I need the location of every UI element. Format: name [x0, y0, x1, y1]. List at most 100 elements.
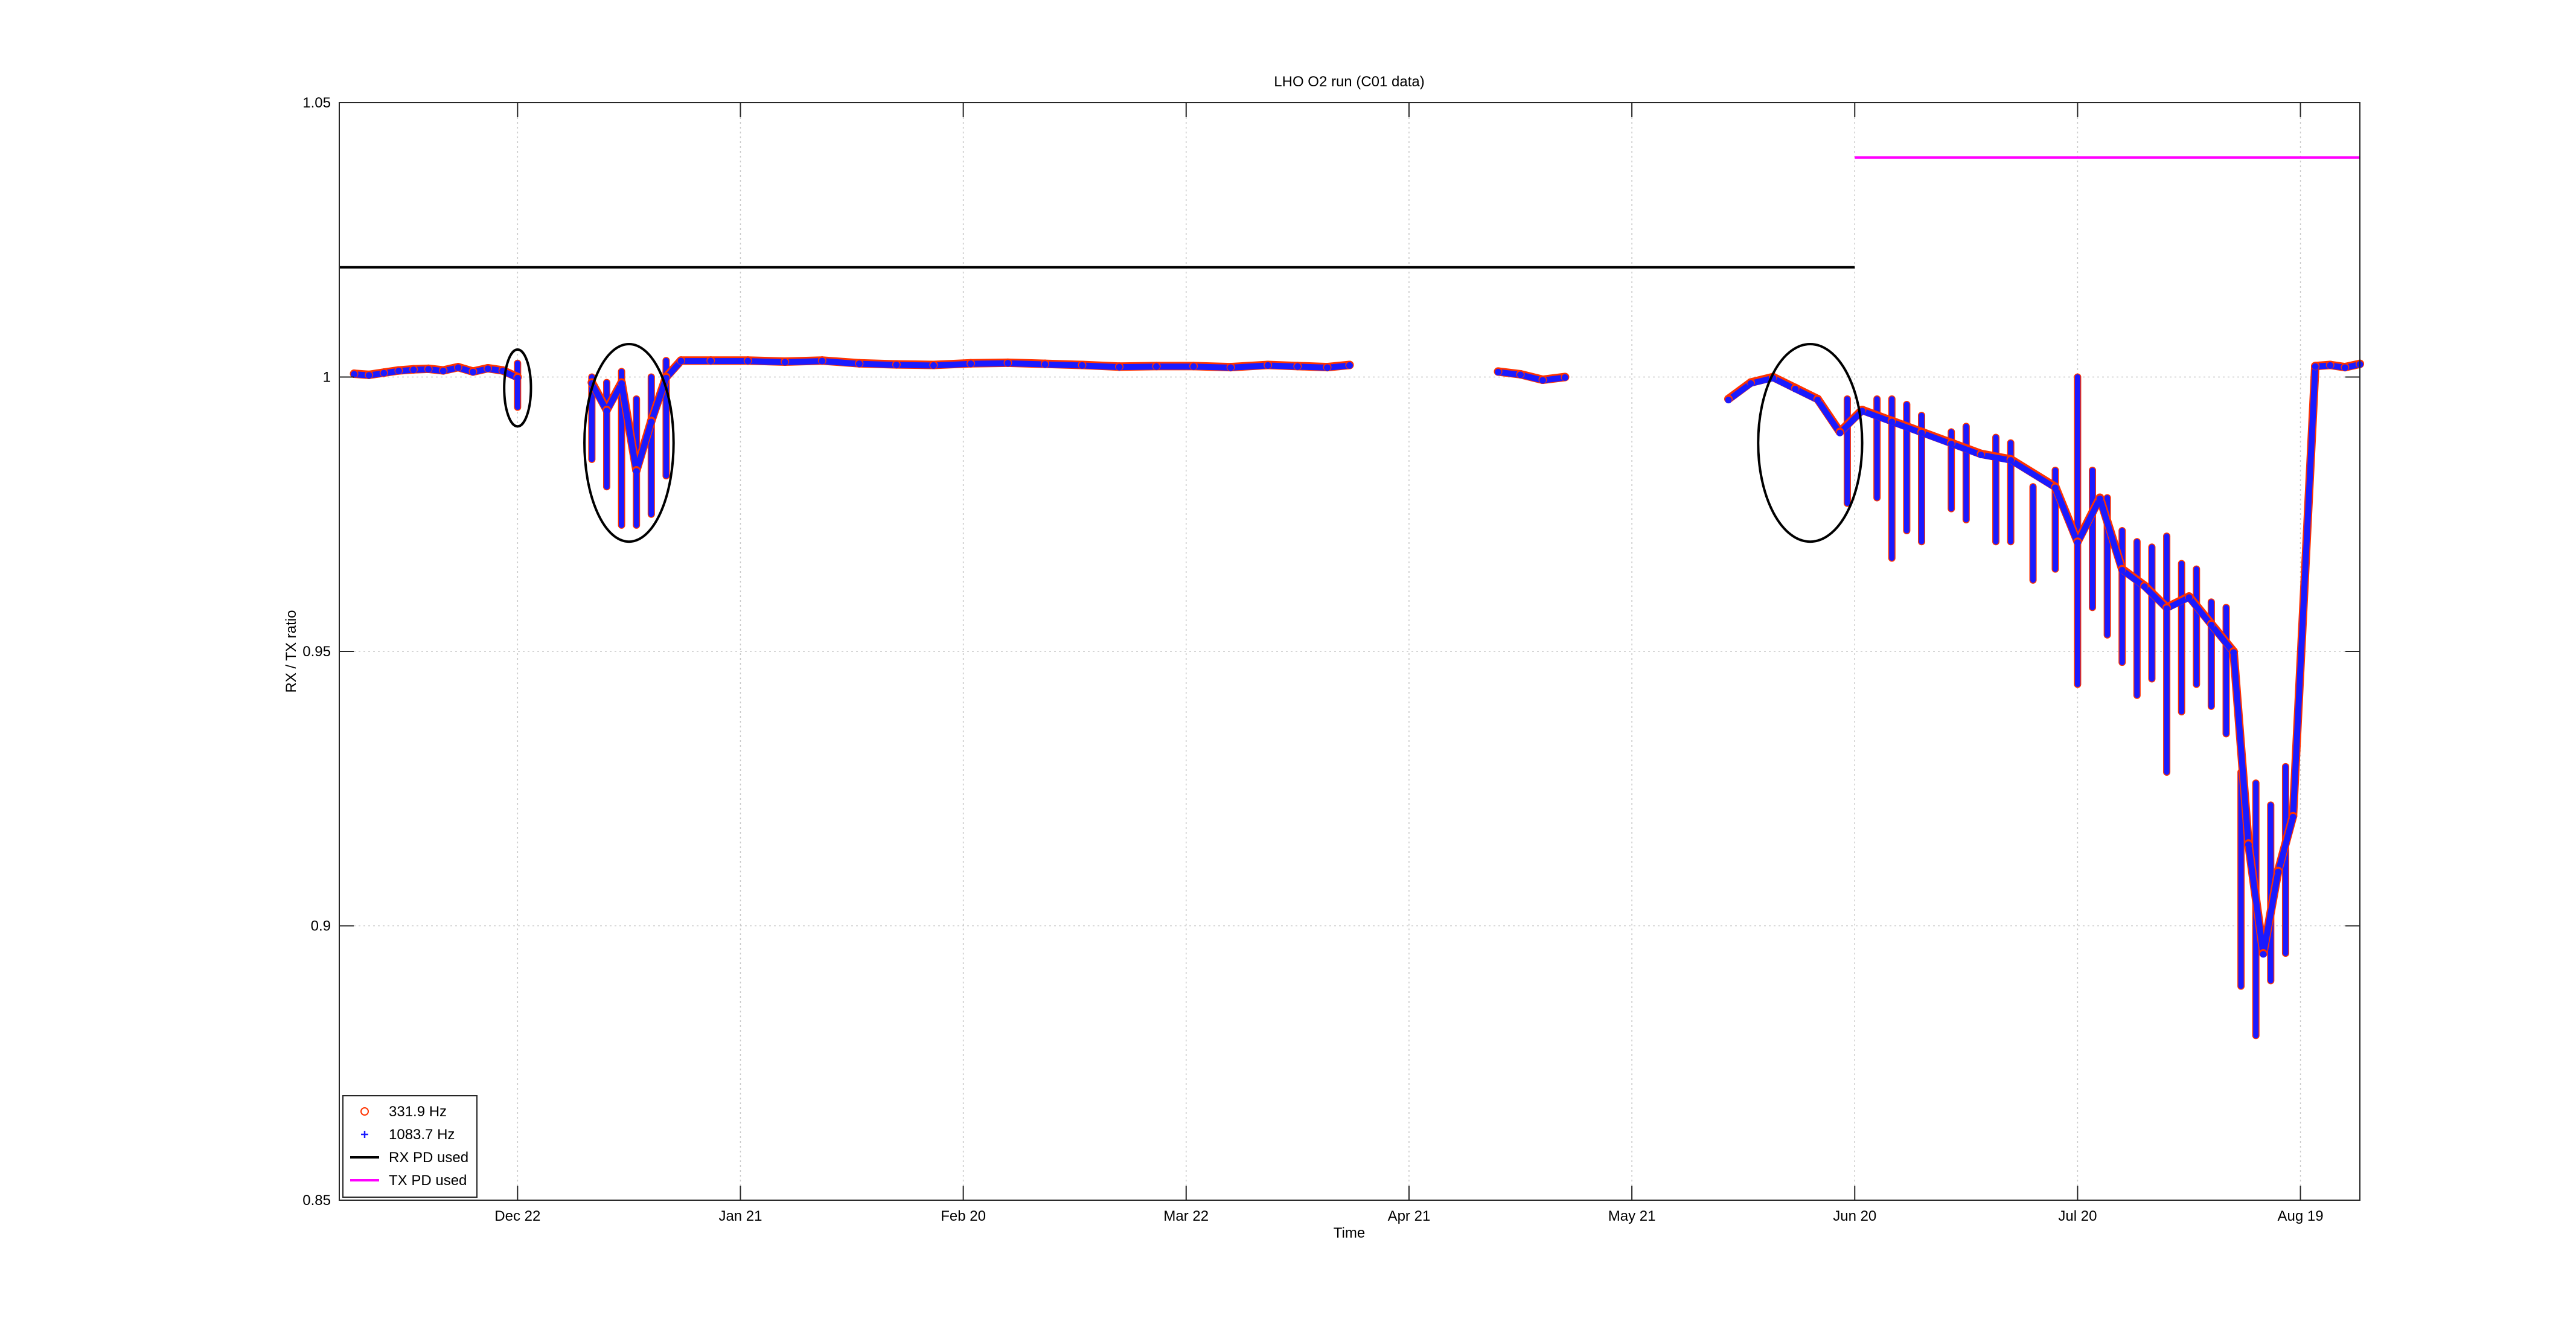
point-1083-hz — [2051, 484, 2059, 491]
trace-1083-hz — [633, 419, 654, 475]
point-1083-hz — [1814, 397, 1821, 404]
trace-1083-hz — [1948, 441, 1984, 458]
point-1083-hz — [1079, 362, 1086, 369]
point-1083-hz — [1792, 385, 1799, 392]
point-1083-hz — [633, 468, 640, 475]
trace-1083-hz — [1859, 408, 1895, 426]
point-1083-hz — [514, 374, 521, 382]
point-1083-hz — [1041, 361, 1049, 368]
trace-1083-hz — [1005, 360, 1048, 368]
trace-1083-hz — [2208, 622, 2237, 656]
annotation-ellipse — [1757, 342, 1864, 543]
trace-1083-hz — [2097, 496, 2126, 574]
point-1083-hz — [1004, 360, 1011, 367]
trace-1083-hz — [893, 362, 937, 369]
x-tick-label: May 21 — [1608, 1208, 1656, 1224]
point-1083-hz — [2312, 363, 2319, 370]
trace-1083-hz — [1227, 362, 1271, 371]
trace-1083-hz — [967, 360, 1011, 367]
data-layer — [350, 356, 2364, 1040]
point-1083-hz — [1517, 371, 1524, 379]
point-1083-hz — [1948, 440, 1955, 447]
point-1083-hz — [2327, 362, 2334, 369]
legend-label: RX PD used — [389, 1149, 468, 1166]
point-1083-hz — [819, 357, 826, 365]
x-tick-label: Apr 21 — [1388, 1208, 1431, 1224]
point-1083-hz — [439, 368, 447, 375]
point-1083-hz — [2245, 841, 2252, 848]
x-tick-label: Dec 22 — [494, 1208, 540, 1224]
point-1083-hz — [484, 365, 491, 372]
point-1083-hz — [2118, 566, 2126, 574]
x-axis-label: Time — [1334, 1225, 1365, 1241]
trace-1083-hz — [589, 380, 610, 414]
point-1083-hz — [469, 368, 476, 376]
legend-label: 1083.7 Hz — [389, 1127, 455, 1143]
point-1083-hz — [781, 359, 788, 366]
trace-1083-hz — [1918, 430, 1955, 447]
point-1083-hz — [677, 357, 685, 365]
trace-1083-hz — [618, 380, 640, 475]
point-1083-hz — [2141, 583, 2148, 590]
point-1083-hz — [1725, 397, 1732, 404]
point-1083-hz — [2163, 605, 2170, 612]
point-1083-hz — [1153, 363, 1160, 370]
point-1083-hz — [2096, 495, 2103, 502]
trace-1083-hz — [782, 358, 825, 365]
point-1083-hz — [1836, 429, 1844, 436]
x-tick-label: Jun 20 — [1833, 1208, 1876, 1224]
trace-1083-hz — [2245, 841, 2267, 957]
legend-marker-circle — [360, 1107, 369, 1116]
trace-1083-hz — [2185, 594, 2214, 628]
y-tick-label: 1.05 — [302, 95, 331, 111]
point-1083-hz — [855, 360, 863, 368]
point-1083-hz — [351, 371, 358, 378]
chart-title: LHO O2 run (C01 data) — [1274, 74, 1424, 90]
axis-ticks: Dec 22 Jan 21 Feb 20 Mar 22 Apr 21 May 21 Jun … — [302, 95, 2360, 1224]
point-1083-hz — [2289, 814, 2296, 821]
point-1083-hz — [1116, 363, 1123, 371]
point-1083-hz — [2230, 649, 2237, 656]
point-1083-hz — [395, 368, 402, 375]
point-1083-hz — [603, 408, 610, 415]
legend: 331.9 Hz 1083.7 Hz RX PD used TX PD used — [342, 1095, 478, 1198]
trace-1083-hz — [603, 380, 625, 414]
point-1083-hz — [425, 366, 432, 373]
trace-1083-hz — [2260, 869, 2281, 957]
trace-1083-hz — [744, 358, 788, 365]
point-1083-hz — [1977, 452, 1984, 459]
annotations — [503, 342, 1864, 543]
reference-lines — [339, 156, 2360, 269]
point-1083-hz — [1561, 374, 1568, 381]
point-1083-hz — [893, 362, 900, 369]
trace-1083-hz — [1888, 419, 1925, 436]
y-tick-label: 0.85 — [302, 1192, 331, 1209]
point-1083-hz — [930, 362, 937, 369]
x-tick-label: Mar 22 — [1163, 1208, 1209, 1224]
point-1083-hz — [2074, 539, 2081, 546]
trace-1083-hz — [2230, 649, 2252, 848]
point-1083-hz — [365, 372, 372, 379]
trace-1083-hz — [2275, 814, 2296, 875]
point-1083-hz — [618, 380, 625, 387]
point-1083-hz — [2185, 594, 2193, 601]
point-1083-hz — [1495, 368, 1502, 376]
trace-1083-hz — [1079, 362, 1123, 371]
trace-1083-hz — [856, 360, 900, 368]
annotation-ellipse — [503, 348, 532, 428]
y-axis-label: RX / TX ratio — [283, 610, 299, 693]
trace-1083-hz — [819, 358, 863, 367]
trace-1083-hz — [1116, 363, 1160, 371]
x-tick-label: Feb 20 — [941, 1208, 986, 1224]
point-1083-hz — [1294, 363, 1301, 370]
legend-label: TX PD used — [389, 1172, 467, 1189]
trace-1083-hz — [1978, 452, 2014, 464]
point-1083-hz — [1747, 380, 1754, 387]
x-tick-label: Jan 21 — [718, 1208, 762, 1224]
point-1083-hz — [744, 357, 752, 365]
point-1083-hz — [2275, 868, 2282, 875]
legend-marker-plus — [361, 1131, 368, 1138]
point-1083-hz — [1190, 363, 1197, 370]
point-1083-hz — [380, 369, 388, 377]
y-tick-label: 0.9 — [311, 918, 331, 935]
